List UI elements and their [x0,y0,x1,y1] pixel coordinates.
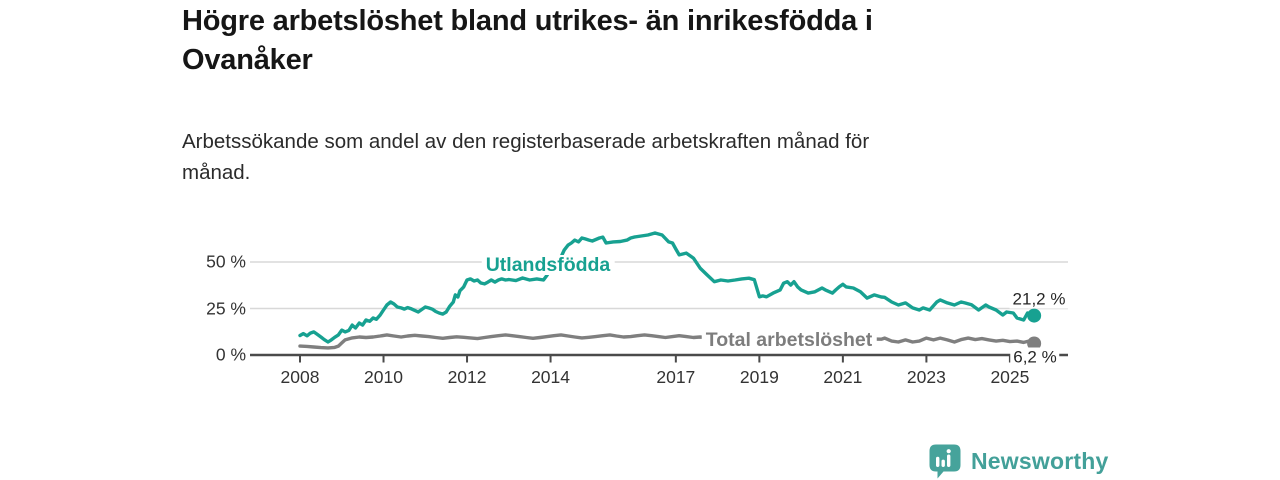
y-axis-tick-label: 50 % [206,251,246,272]
x-axis-tick-label: 2019 [739,367,779,387]
end-value-label-total-arbetsloshet: 6,2 % [1010,347,1060,367]
x-axis-tick-label: 2012 [447,367,487,387]
page-title-line1: Högre arbetslöshet bland utrikes- än inr… [182,5,873,37]
page-title-line2: Ovanåker [182,44,313,76]
x-axis-tick-label: 2023 [906,367,946,387]
x-axis-tick-label: 2014 [531,367,571,387]
series-line-utlandsfodda [298,231,1036,344]
end-value-label-utlandsfodda: 21,2 % [1009,289,1069,309]
series-label-utlandsfodda: Utlandsfödda [481,255,615,275]
newsworthy-logo[interactable]: Newsworthy [929,444,1108,479]
y-axis-tick-label: 0 % [215,344,246,365]
x-axis-tick-label: 2025 [990,367,1030,387]
series-line-total-arbetsloshet [298,333,1036,350]
chart-subtitle-line2: månad. [182,161,251,184]
x-axis-tick-label: 2021 [823,367,863,387]
end-dot-total-arbetsloshet [1027,336,1042,351]
x-axis-tick-label: 2017 [656,367,696,387]
x-axis-tick-label: 2010 [364,367,403,387]
chart-subtitle: Arbetssökande som andel av den registerb… [182,126,1062,188]
end-dot-utlandsfodda [1027,308,1042,323]
x-axis-tick-label: 2008 [280,367,320,387]
newsworthy-logo-text: Newsworthy [971,448,1109,474]
chart-subtitle-line1: Arbetssökande som andel av den registerb… [182,130,870,153]
series-label-total-arbetsloshet: Total arbetslöshet [701,330,877,350]
bar-chart-speech-bubble-icon [929,444,961,479]
page-title: Högre arbetslöshet bland utrikes- än inr… [182,2,1142,80]
y-axis-tick-label: 25 % [206,298,246,318]
